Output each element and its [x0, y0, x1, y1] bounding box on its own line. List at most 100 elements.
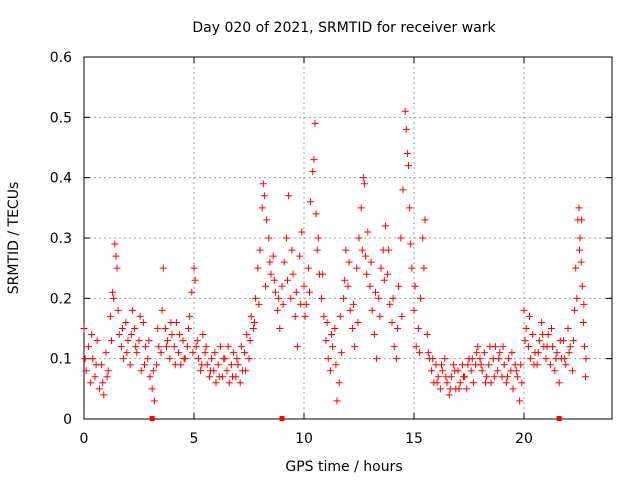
data-point: [364, 228, 372, 236]
data-point: [495, 355, 503, 363]
data-point: [407, 240, 415, 248]
data-point: [543, 343, 551, 351]
data-point: [92, 361, 100, 369]
x-tick-label: 5: [190, 431, 199, 447]
data-point: [175, 349, 183, 357]
data-point: [233, 355, 241, 363]
data-point: [551, 367, 559, 375]
data-point: [170, 343, 178, 351]
data-point: [375, 294, 383, 302]
data-point: [131, 325, 139, 332]
data-point: [556, 337, 564, 345]
data-point: [428, 367, 436, 375]
data-point: [477, 361, 485, 369]
data-point: [502, 379, 510, 387]
data-point: [328, 331, 335, 339]
data-point: [517, 361, 525, 369]
data-point: [478, 367, 486, 375]
data-point: [419, 234, 427, 242]
data-point: [91, 373, 99, 381]
data-point: [135, 337, 143, 345]
data-point: [362, 252, 370, 260]
data-point: [117, 343, 125, 351]
data-point: [350, 300, 357, 308]
y-tick-label: 0.6: [50, 50, 72, 66]
data-point: [385, 246, 393, 254]
data-point: [202, 343, 210, 351]
data-point: [278, 282, 286, 290]
axis-marker: [556, 416, 562, 421]
data-point: [520, 306, 528, 314]
data-point: [402, 125, 410, 133]
data-point: [410, 306, 418, 314]
data-point: [324, 355, 332, 363]
data-point: [262, 282, 269, 290]
data-point: [438, 361, 445, 369]
data-point: [529, 331, 537, 339]
data-point: [348, 325, 356, 332]
axis-marker: [279, 416, 285, 421]
data-point: [442, 373, 450, 381]
data-point: [562, 361, 570, 369]
data-point: [518, 379, 526, 387]
data-point: [93, 337, 101, 345]
data-point: [110, 294, 118, 302]
data-point: [310, 156, 318, 164]
data-point: [313, 246, 321, 254]
data-point: [285, 192, 293, 200]
data-point: [291, 312, 299, 320]
data-point: [441, 355, 449, 363]
y-tick-label: 0.5: [50, 110, 72, 126]
data-point: [298, 228, 306, 236]
data-point: [582, 355, 590, 363]
data-point: [345, 258, 353, 266]
data-point: [405, 162, 412, 170]
data-point: [355, 234, 363, 242]
data-point: [167, 318, 175, 326]
data-point: [516, 397, 524, 405]
data-point: [530, 361, 538, 369]
y-tick-label: 0.2: [50, 291, 72, 307]
data-point: [171, 361, 179, 369]
data-point: [336, 312, 344, 320]
data-point: [397, 234, 405, 242]
data-point: [293, 343, 301, 351]
data-point: [88, 331, 96, 339]
data-point: [307, 198, 315, 206]
data-point: [256, 246, 264, 254]
data-point: [433, 379, 441, 387]
data-point: [381, 222, 389, 230]
data-point: [311, 119, 319, 127]
data-point: [476, 355, 484, 363]
data-point: [463, 385, 471, 393]
data-point: [252, 294, 260, 302]
data-point: [421, 216, 429, 224]
data-point: [234, 361, 242, 369]
data-point: [102, 349, 110, 357]
data-point: [521, 337, 529, 345]
data-point: [104, 367, 112, 375]
data-point: [539, 331, 547, 339]
y-tick-label: 0.1: [50, 352, 72, 368]
data-point: [318, 294, 326, 302]
data-point: [282, 234, 290, 242]
data-point: [535, 337, 543, 345]
x-tick-label: 10: [295, 431, 313, 447]
data-point: [211, 349, 219, 357]
x-tick-label: 20: [515, 431, 533, 447]
data-point: [568, 367, 576, 375]
data-point: [377, 264, 385, 272]
data-point: [263, 216, 271, 224]
data-point: [406, 204, 414, 212]
data-point: [450, 361, 458, 369]
data-point: [128, 306, 136, 314]
data-point: [260, 192, 268, 200]
data-point: [388, 318, 396, 326]
data-point: [490, 373, 498, 381]
data-point: [424, 349, 432, 357]
data-point: [373, 355, 381, 363]
y-axis-label: SRMTID / TECUs: [6, 182, 22, 295]
data-point: [270, 276, 278, 284]
data-point: [304, 264, 312, 272]
